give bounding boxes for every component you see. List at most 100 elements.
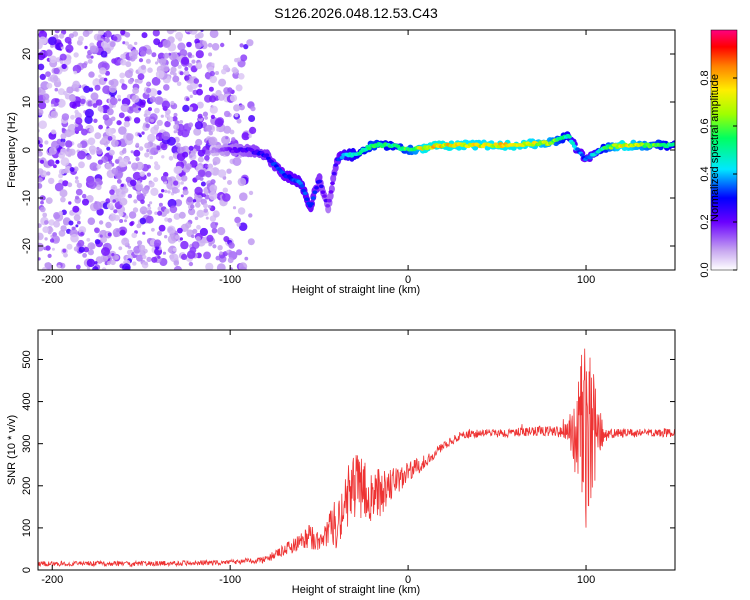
spectrogram-cell: [49, 74, 59, 83]
spectrogram-cell: [82, 30, 90, 37]
spectrogram-cell: [164, 208, 170, 215]
spectrogram-cell: [116, 120, 122, 126]
spectrogram-cell: [124, 116, 130, 122]
spectrogram-cell: [105, 127, 114, 136]
spectrogram-cell: [48, 36, 57, 46]
spectrogram-cell: [54, 30, 60, 34]
spectrogram-cell: [54, 87, 59, 92]
spectrogram-cell: [241, 132, 250, 141]
spectrogram-cell: [73, 52, 79, 58]
spectrogram-cell: [48, 146, 57, 155]
spectrogram-cell: [172, 116, 178, 122]
spectrogram-cell: [214, 118, 224, 128]
spectrogram-cell: [248, 115, 256, 122]
spectrogram-cell: [65, 44, 74, 53]
spectrogram-cell: [150, 118, 155, 123]
spectrogram-cell: [204, 164, 209, 168]
spectrogram-cell: [146, 164, 151, 169]
spectrogram-cell: [116, 179, 122, 184]
spectrogram-cell: [216, 263, 226, 270]
spectrogram-cell: [61, 127, 65, 131]
spectrogram-cell: [167, 116, 174, 123]
spectrogram-cell: [191, 54, 195, 58]
spectrogram-cell: [302, 191, 308, 196]
spectrogram-cell: [181, 253, 188, 260]
spectrogram-cell: [51, 129, 56, 135]
spectrogram-cell: [146, 48, 153, 55]
spectrogram-frame: [37, 29, 676, 271]
spectrogram-cell: [246, 39, 254, 47]
spectrogram-cell: [105, 163, 112, 170]
spectrogram-cell: [145, 109, 150, 113]
spectrogram-cell: [78, 35, 84, 42]
spectrogram-cell: [98, 220, 104, 225]
spectrogram-cell: [113, 214, 120, 221]
spectrogram-cell: [235, 84, 243, 92]
spectrogram-cell: [95, 148, 103, 155]
spectrogram-cell: [200, 181, 206, 187]
spectrogram-cell: [197, 169, 206, 178]
spectrogram-cell: [215, 255, 221, 261]
spectrogram-cell: [208, 86, 214, 92]
spectrogram-cell: [139, 217, 147, 225]
spectrogram-cell: [93, 33, 101, 41]
spectrogram-cell: [58, 151, 66, 159]
spectrogram-cell: [68, 220, 74, 226]
spectrogram-cell: [74, 179, 80, 184]
spectrogram-cell: [75, 117, 83, 125]
spectrogram-cell: [218, 78, 227, 87]
spectrogram-cell: [88, 71, 95, 78]
spectrogram-cell: [144, 261, 148, 266]
colorbar-gradient: [710, 29, 738, 271]
spectrogram-cell: [117, 98, 121, 102]
spectrogram-cell: [62, 180, 69, 187]
spectrogram-cell: [210, 179, 216, 185]
spectrogram-cell: [38, 30, 48, 40]
spectrogram-cell: [42, 226, 50, 234]
spectrogram-cell: [127, 44, 133, 50]
spectrogram-cell: [197, 156, 204, 163]
spectrogram-cell: [106, 261, 111, 265]
spectrogram-cell: [193, 78, 200, 84]
spectrogram-cell: [205, 170, 212, 178]
spectrogram-cell: [139, 171, 145, 177]
spectrogram-cell: [44, 220, 49, 225]
spectrogram-cell: [166, 30, 175, 35]
spectrogram-cell: [132, 261, 137, 266]
spectrogram-cell: [86, 54, 92, 59]
spectrogram-cell: [188, 261, 194, 267]
spectrogram-cell: [105, 70, 110, 76]
spectrogram-cell: [150, 187, 159, 196]
spectrogram-cell: [217, 169, 227, 178]
spectrogram-cell: [160, 114, 164, 118]
spectrogram-cell: [184, 66, 189, 71]
spectrogram-cell: [118, 211, 124, 217]
spectrogram-cell: [161, 155, 165, 159]
spectrogram-cell: [56, 159, 60, 164]
spectrogram-cell: [162, 39, 171, 48]
spectrogram-cell: [131, 162, 139, 170]
spectrogram-cell: [186, 97, 190, 101]
spectrogram-cell: [322, 194, 327, 198]
spectrogram-cell: [174, 199, 183, 207]
spectrogram-cell: [133, 149, 141, 157]
spectrogram-cell: [38, 257, 41, 261]
spectrogram-cell: [193, 127, 202, 136]
y-tick-label: 0: [21, 567, 33, 573]
spectrogram-cell: [53, 212, 61, 220]
spectrogram-cell: [98, 124, 103, 130]
spectrogram-cell: [113, 209, 118, 214]
spectrogram-cell: [106, 108, 114, 116]
spectrogram-cell: [122, 147, 127, 152]
spectrogram-cell: [55, 57, 62, 63]
spectrogram-cell: [145, 58, 151, 64]
spectrogram-cell: [63, 91, 68, 96]
spectrogram-cell: [76, 182, 83, 189]
spectrogram-cell: [136, 190, 141, 195]
spectrogram-cell: [119, 197, 128, 206]
spectrogram-cell: [127, 78, 134, 85]
spectrogram-cell: [90, 55, 94, 59]
spectrogram-cell: [104, 30, 112, 38]
y-tick-label: -20: [21, 238, 33, 254]
spectrogram-cell: [73, 166, 79, 172]
